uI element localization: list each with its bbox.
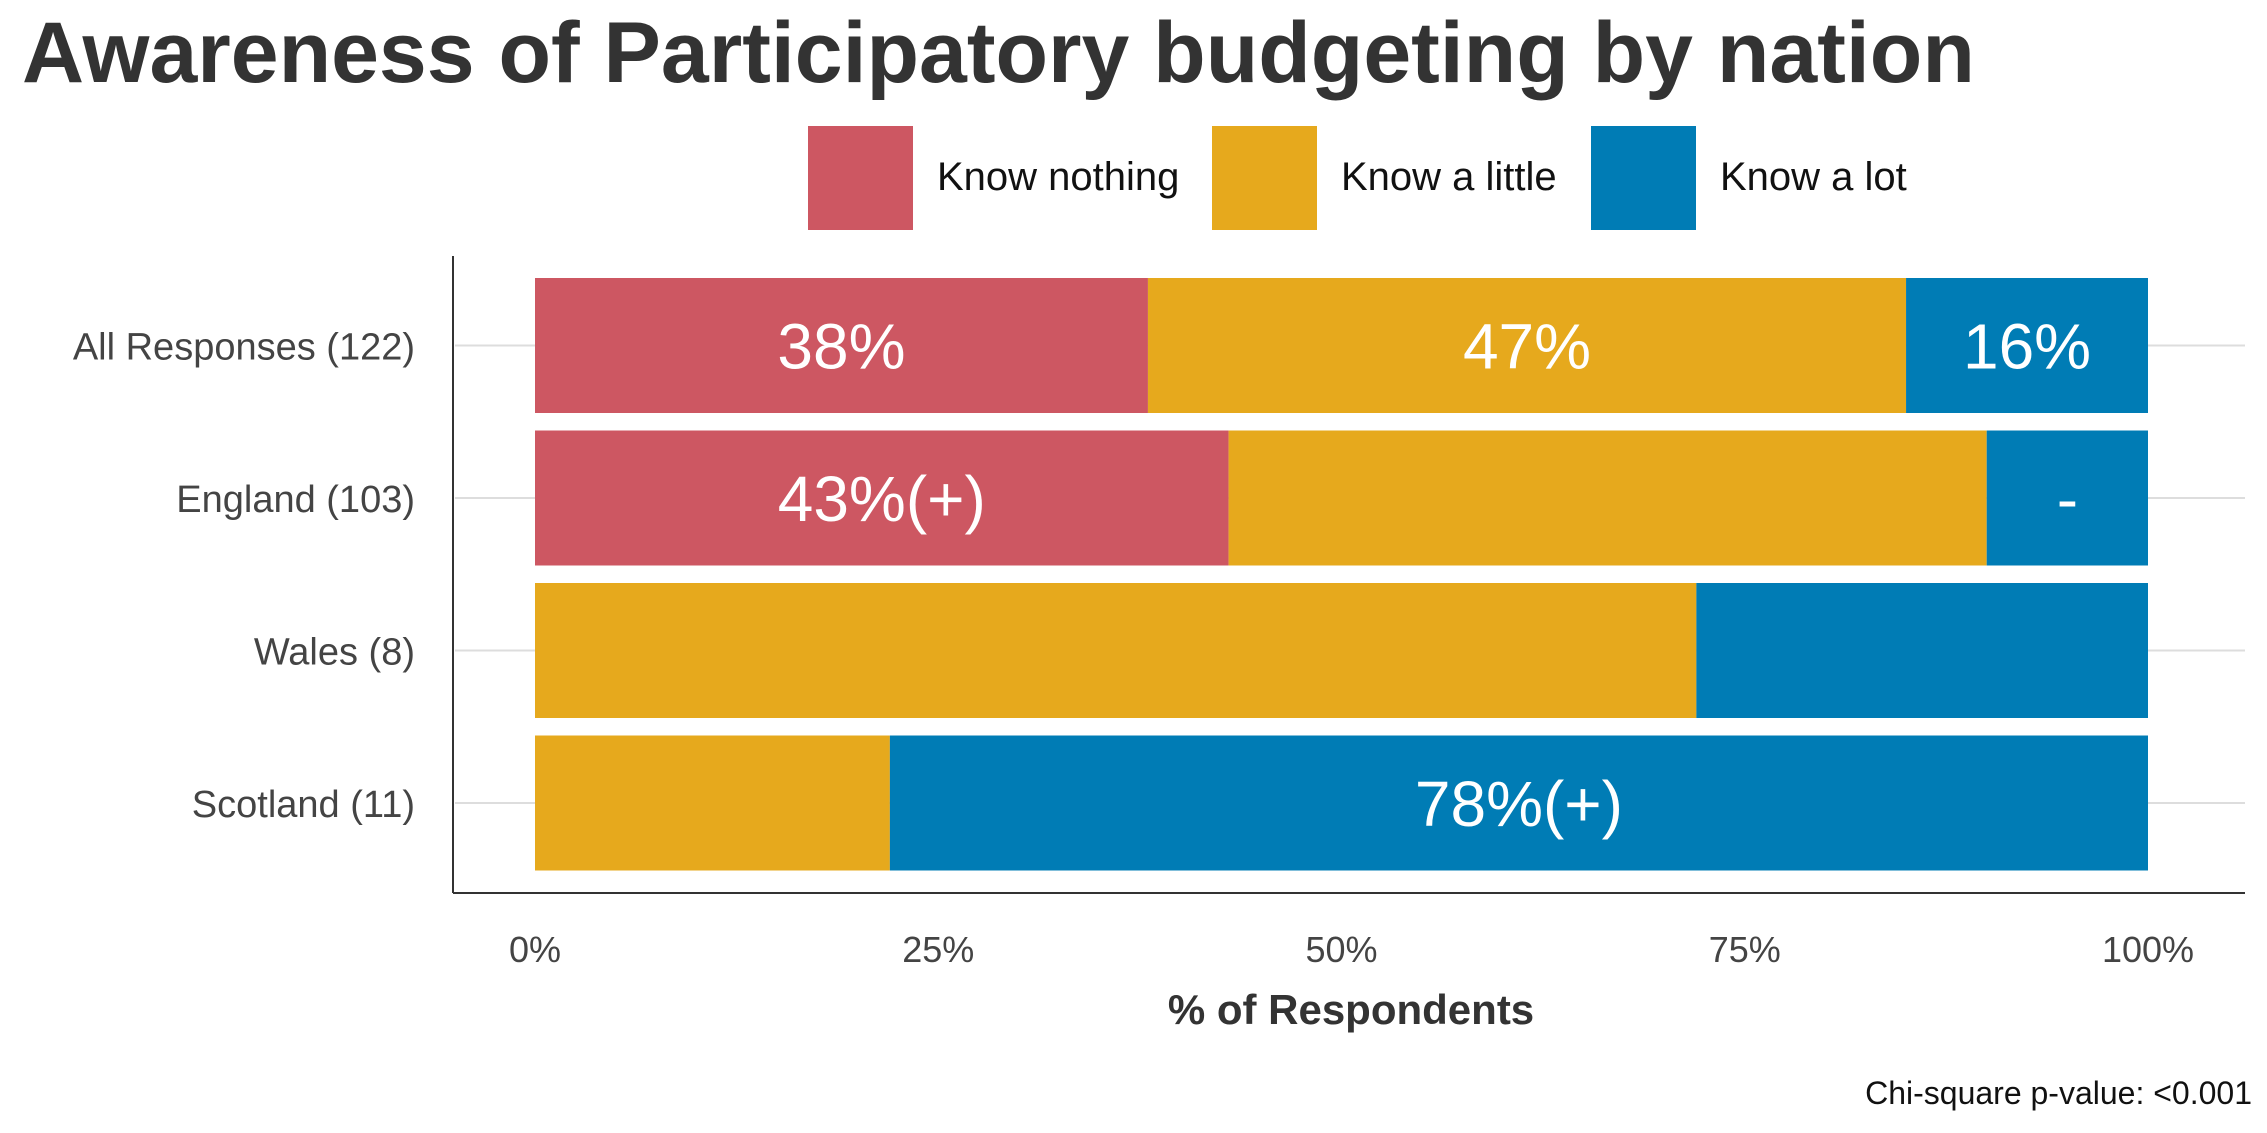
legend-swatch-know-a-lot (1591, 126, 1696, 230)
category-label-wales: Wales (8) (254, 632, 415, 674)
x-tick-label: 25% (902, 929, 974, 970)
x-tick-label: 75% (1709, 929, 1781, 970)
footnote: Chi-square p-value: <0.001 (1865, 1075, 2252, 1111)
bars (535, 278, 2148, 871)
bar-know-a-lot-england (1986, 430, 2148, 566)
bar-know-a-little-england (1228, 430, 1987, 566)
legend-label-know-a-little: Know a little (1341, 155, 1557, 199)
x-tick-labels: 0% 25% 50% 75% 100% (509, 929, 2194, 970)
category-label-england: England (103) (176, 479, 415, 521)
data-label-know-a-little-all-responses: 47% (1463, 311, 1591, 383)
bar-know-a-lot-scotland (889, 735, 2148, 871)
x-tick-label: 100% (2102, 929, 2194, 970)
x-tick-label: 0% (509, 929, 561, 970)
legend-swatch-know-nothing (808, 126, 913, 230)
legend-label-know-nothing: Know nothing (937, 155, 1179, 199)
bar-know-a-lot-all-responses (1906, 278, 2148, 413)
legend-label-know-a-lot: Know a lot (1720, 155, 1907, 199)
category-label-scotland: Scotland (11) (192, 784, 415, 826)
legend-swatch-know-a-little (1212, 126, 1317, 230)
legend: Know nothing Know a little Know a lot (808, 126, 1907, 230)
segment-labels: 38% 47% 16% 43%(+) - 78%(+) (777, 311, 2091, 841)
bar-know-a-little-wales (535, 583, 1697, 718)
x-tick-label: 50% (1305, 929, 1377, 970)
category-labels: All Responses (122) England (103) Wales (8… (73, 327, 415, 827)
data-label-know-nothing-all-responses: 38% (777, 311, 905, 383)
data-label-know-a-lot-england: - (2057, 463, 2078, 535)
bar-know-a-little-all-responses (1147, 278, 1907, 413)
x-axis-label: % of Respondents (1168, 986, 1534, 1033)
bar-know-a-little-scotland (535, 735, 890, 871)
data-label-know-nothing-england: 43%(+) (778, 463, 986, 535)
data-label-know-a-lot-scotland: 78%(+) (1415, 768, 1623, 840)
chart-title: Awareness of Participatory budgeting by … (22, 5, 1975, 101)
bar-know-nothing-all-responses (535, 278, 1148, 413)
category-label-all-responses: All Responses (122) (73, 327, 415, 369)
bar-know-nothing-england (535, 430, 1229, 566)
data-label-know-a-lot-all-responses: 16% (1963, 311, 2091, 383)
bar-know-a-lot-wales (1696, 583, 2148, 718)
gridlines (455, 344, 2245, 804)
